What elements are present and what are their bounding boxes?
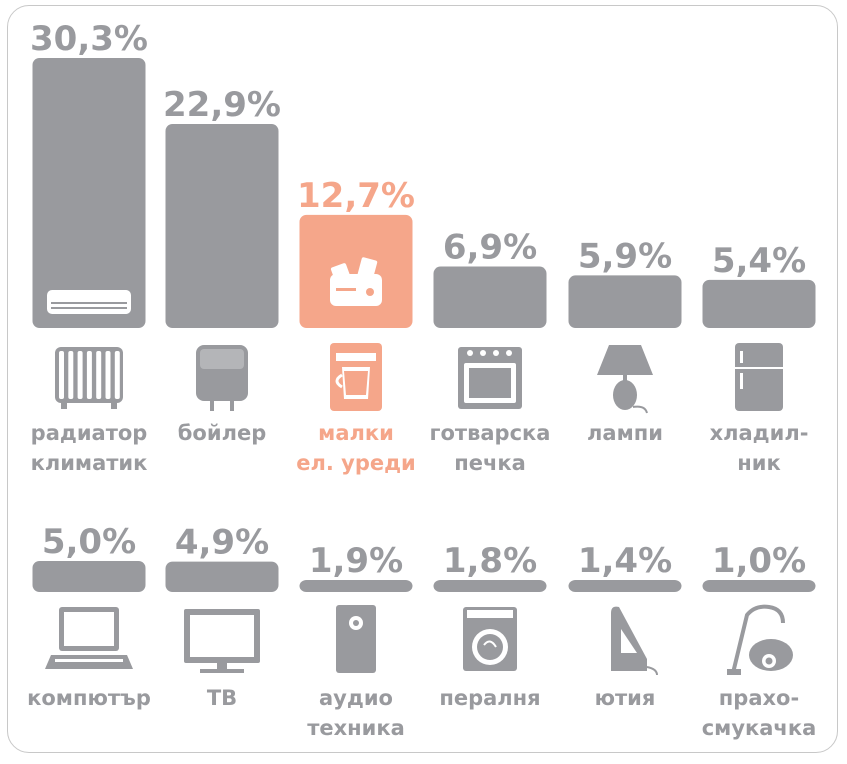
- bar-6: [32, 561, 146, 592]
- value-label: 1,8%: [443, 541, 537, 581]
- bar-10: [568, 580, 682, 592]
- category-label: готварска: [430, 421, 551, 445]
- bar-5: [702, 279, 816, 328]
- bar-2: [299, 214, 413, 328]
- speaker-icon: [336, 605, 376, 673]
- radiator-icon: [55, 347, 123, 409]
- toaster-icon: [330, 257, 382, 306]
- category-label: ник: [737, 451, 780, 475]
- category-label: лампи: [587, 421, 663, 445]
- bar-3: [433, 266, 547, 328]
- value-label: 30,3%: [30, 19, 148, 59]
- washing-machine-icon: [463, 607, 517, 671]
- value-label: 4,9%: [175, 523, 269, 563]
- bar-11: [702, 580, 816, 592]
- category-label: печка: [454, 451, 526, 475]
- category-label: ел. уреди: [296, 451, 416, 475]
- bar-1: [165, 123, 279, 328]
- category-label: аудио: [319, 686, 393, 710]
- value-label: 12,7%: [297, 176, 415, 216]
- value-label: 6,9%: [443, 228, 537, 268]
- boiler-icon: [196, 345, 248, 411]
- value-label: 5,0%: [42, 522, 136, 562]
- iron-icon: [611, 606, 658, 676]
- category-label: бойлер: [178, 421, 266, 445]
- category-label: климатик: [31, 451, 148, 475]
- category-label: ютия: [595, 686, 656, 710]
- category-label: смукачка: [702, 716, 817, 740]
- category-label: прахо-: [719, 686, 799, 710]
- air-conditioner-icon: [47, 290, 131, 314]
- category-label: пералня: [439, 686, 540, 710]
- stove-icon: [458, 347, 522, 409]
- bar-7: [165, 561, 279, 592]
- category-label: хладил-: [710, 421, 809, 445]
- category-label: компютър: [27, 686, 151, 710]
- value-label: 1,0%: [712, 541, 806, 581]
- category-label: малки: [318, 421, 394, 445]
- value-label: 1,9%: [309, 541, 403, 581]
- coffee-maker-icon: [330, 343, 382, 411]
- bar-9: [433, 580, 547, 592]
- category-label: радиатор: [31, 421, 148, 445]
- bar-8: [299, 580, 413, 592]
- category-label: ТВ: [207, 686, 237, 710]
- lamp-icon: [597, 345, 653, 414]
- value-label: 22,9%: [163, 85, 281, 125]
- category-label: техника: [307, 716, 405, 740]
- bar-4: [568, 275, 682, 328]
- vacuum-cleaner-icon: [727, 604, 793, 675]
- tv-icon: [184, 609, 260, 673]
- value-label: 1,4%: [578, 541, 672, 581]
- laptop-icon: [45, 607, 133, 669]
- value-label: 5,4%: [712, 241, 806, 281]
- fridge-icon: [735, 343, 783, 411]
- bar-0: [32, 58, 146, 328]
- value-label: 5,9%: [578, 236, 672, 276]
